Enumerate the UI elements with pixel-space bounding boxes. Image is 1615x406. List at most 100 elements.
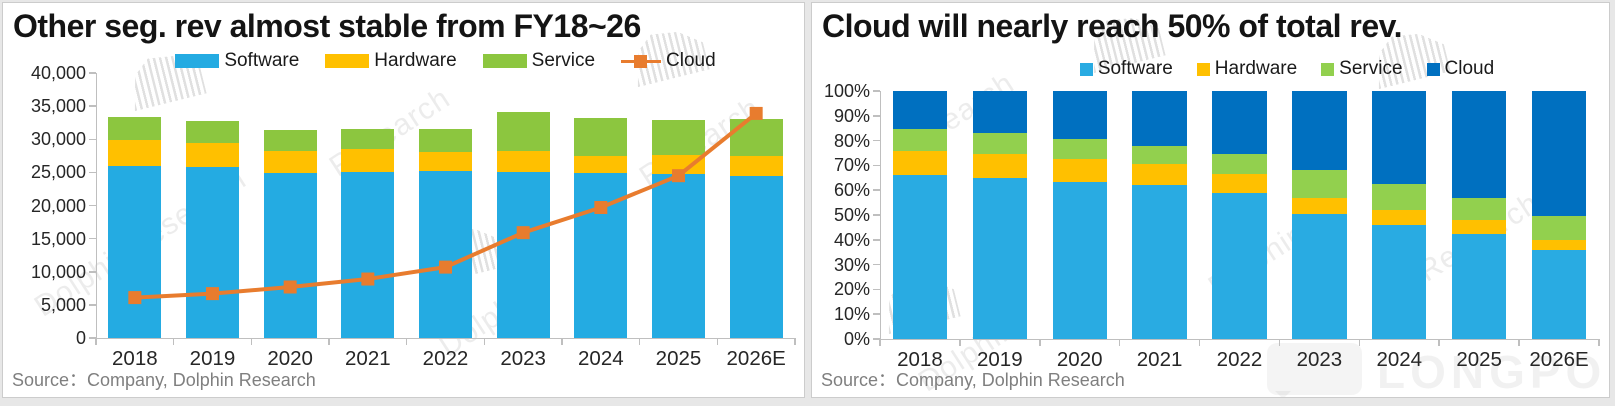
left-source-note: Source：Company, Dolphin Research — [12, 370, 316, 390]
x-tick-mark — [638, 338, 641, 345]
x-axis-label: 2023 — [500, 347, 546, 370]
bar-segment-hardware — [186, 142, 239, 168]
legend-item-hardware: Hardware — [1196, 58, 1297, 80]
y-axis-label: 60% — [833, 180, 870, 201]
bar-segment-software — [1052, 181, 1107, 339]
legend-label: Software — [224, 50, 300, 71]
x-axis-label: 2018 — [897, 348, 943, 371]
x-axis-label: 2019 — [189, 347, 236, 370]
bar-segment-service — [972, 133, 1027, 155]
x-tick-mark — [879, 339, 881, 346]
y-axis-label: 70% — [833, 155, 870, 176]
bar-segment-service — [652, 120, 705, 156]
x-axis-label: 2024 — [1376, 348, 1423, 371]
x-tick-mark — [483, 338, 486, 345]
legend-item-service: Service — [482, 50, 596, 72]
bar-segment-software — [892, 175, 948, 339]
x-tick-mark — [959, 339, 961, 346]
legend-label: Service — [1339, 58, 1403, 79]
y-tick-mark — [873, 115, 880, 117]
y-axis-label: 40% — [833, 229, 870, 250]
bar-segment-cloud — [1212, 91, 1267, 155]
left-chart-area: 40,000 35,000 30,000 25,000 20,000 15,000 10,0… — [3, 3, 804, 397]
bar-segment-hardware — [574, 155, 628, 174]
left-chart-title: Other seg. rev almost stable from FY18~2… — [13, 8, 641, 44]
y-tick-mark — [873, 214, 880, 216]
legend-label: Cloud — [666, 50, 716, 71]
y-tick-mark — [89, 204, 96, 207]
bar-segment-service — [574, 118, 628, 156]
y-axis-label: 20,000 — [30, 195, 86, 216]
bar-segment-service — [263, 129, 317, 152]
bar-segment-hardware — [1132, 164, 1187, 186]
bar-segment-hardware — [1531, 239, 1587, 250]
bar-segment-software — [1132, 185, 1187, 339]
x-axis-label: 2022 — [422, 347, 469, 370]
bar-segment-hardware — [1372, 210, 1427, 225]
x-tick-mark — [1198, 339, 1201, 346]
y-axis-label: 90% — [833, 105, 870, 126]
bar-segment-hardware — [419, 151, 472, 172]
right-plot-axes — [880, 91, 1600, 340]
software-legend-swatch — [1079, 62, 1093, 76]
y-axis-label: 50% — [833, 205, 870, 225]
left-chart-legend: Software Hardware Service Cloud — [96, 50, 795, 72]
x-axis-label: 2025 — [655, 347, 702, 370]
right-chart-legend: Software Hardware Service Cloud — [880, 58, 1599, 80]
hardware-legend-swatch — [325, 54, 370, 68]
bar-segment-hardware — [108, 139, 162, 166]
bar-segment-cloud — [1531, 91, 1587, 217]
bar-segment-hardware — [972, 154, 1027, 178]
bar-segment-hardware — [892, 150, 948, 176]
legend-label: Service — [531, 50, 596, 71]
x-tick-mark — [561, 338, 563, 345]
bar-segment-cloud — [1292, 91, 1347, 171]
x-axis-label: 2021 — [1136, 348, 1183, 371]
x-tick-mark — [1358, 339, 1361, 346]
y-axis-label: 15,000 — [30, 228, 86, 249]
x-tick-mark — [328, 338, 330, 345]
bar-segment-cloud — [972, 91, 1027, 134]
y-axis-label: 0% — [843, 329, 870, 349]
bar-segment-software — [574, 173, 628, 338]
y-axis-label: 35,000 — [30, 96, 86, 117]
x-tick-mark — [250, 338, 253, 345]
bar-segment-service — [1372, 184, 1427, 211]
y-axis-label: 30% — [833, 254, 870, 275]
bar-segment-software — [341, 171, 395, 338]
y-tick-mark — [89, 171, 96, 174]
y-axis-label: 25,000 — [30, 162, 86, 183]
bar-segment-software — [652, 174, 705, 338]
left-plot-axes — [96, 73, 796, 339]
bar-segment-service — [1452, 197, 1507, 220]
bar-segment-software — [419, 171, 472, 338]
legend-item-service: Service — [1321, 58, 1403, 80]
y-tick-mark — [89, 271, 96, 273]
bar-segment-software — [1372, 224, 1427, 339]
x-tick-mark — [1438, 339, 1440, 346]
bar-segment-hardware — [496, 150, 550, 172]
x-tick-mark — [95, 338, 97, 345]
x-axis-label: 2026E — [726, 347, 786, 370]
service-legend-swatch — [482, 54, 527, 68]
bar-segment-software — [1212, 192, 1267, 339]
bar-segment-service — [729, 119, 783, 156]
bar-segment-cloud — [892, 91, 948, 130]
x-tick-mark — [716, 338, 719, 345]
x-tick-mark — [1278, 339, 1281, 346]
y-tick-mark — [89, 138, 96, 140]
y-tick-mark — [89, 105, 96, 107]
bar-segment-service — [496, 112, 550, 151]
bar-segment-hardware — [1452, 219, 1507, 234]
x-axis-label: 2018 — [112, 347, 158, 370]
y-tick-mark — [89, 337, 96, 339]
longport-logo-watermark — [1267, 343, 1362, 397]
x-axis-label: 2024 — [578, 347, 624, 370]
y-tick-mark — [873, 263, 880, 266]
y-axis-label: 40,000 — [30, 63, 86, 83]
bar-segment-hardware — [1292, 197, 1347, 214]
bar-segment-hardware — [263, 151, 317, 174]
longport-text-watermark: LONGPORT — [1377, 346, 1609, 398]
legend-label: Cloud — [1444, 58, 1495, 79]
